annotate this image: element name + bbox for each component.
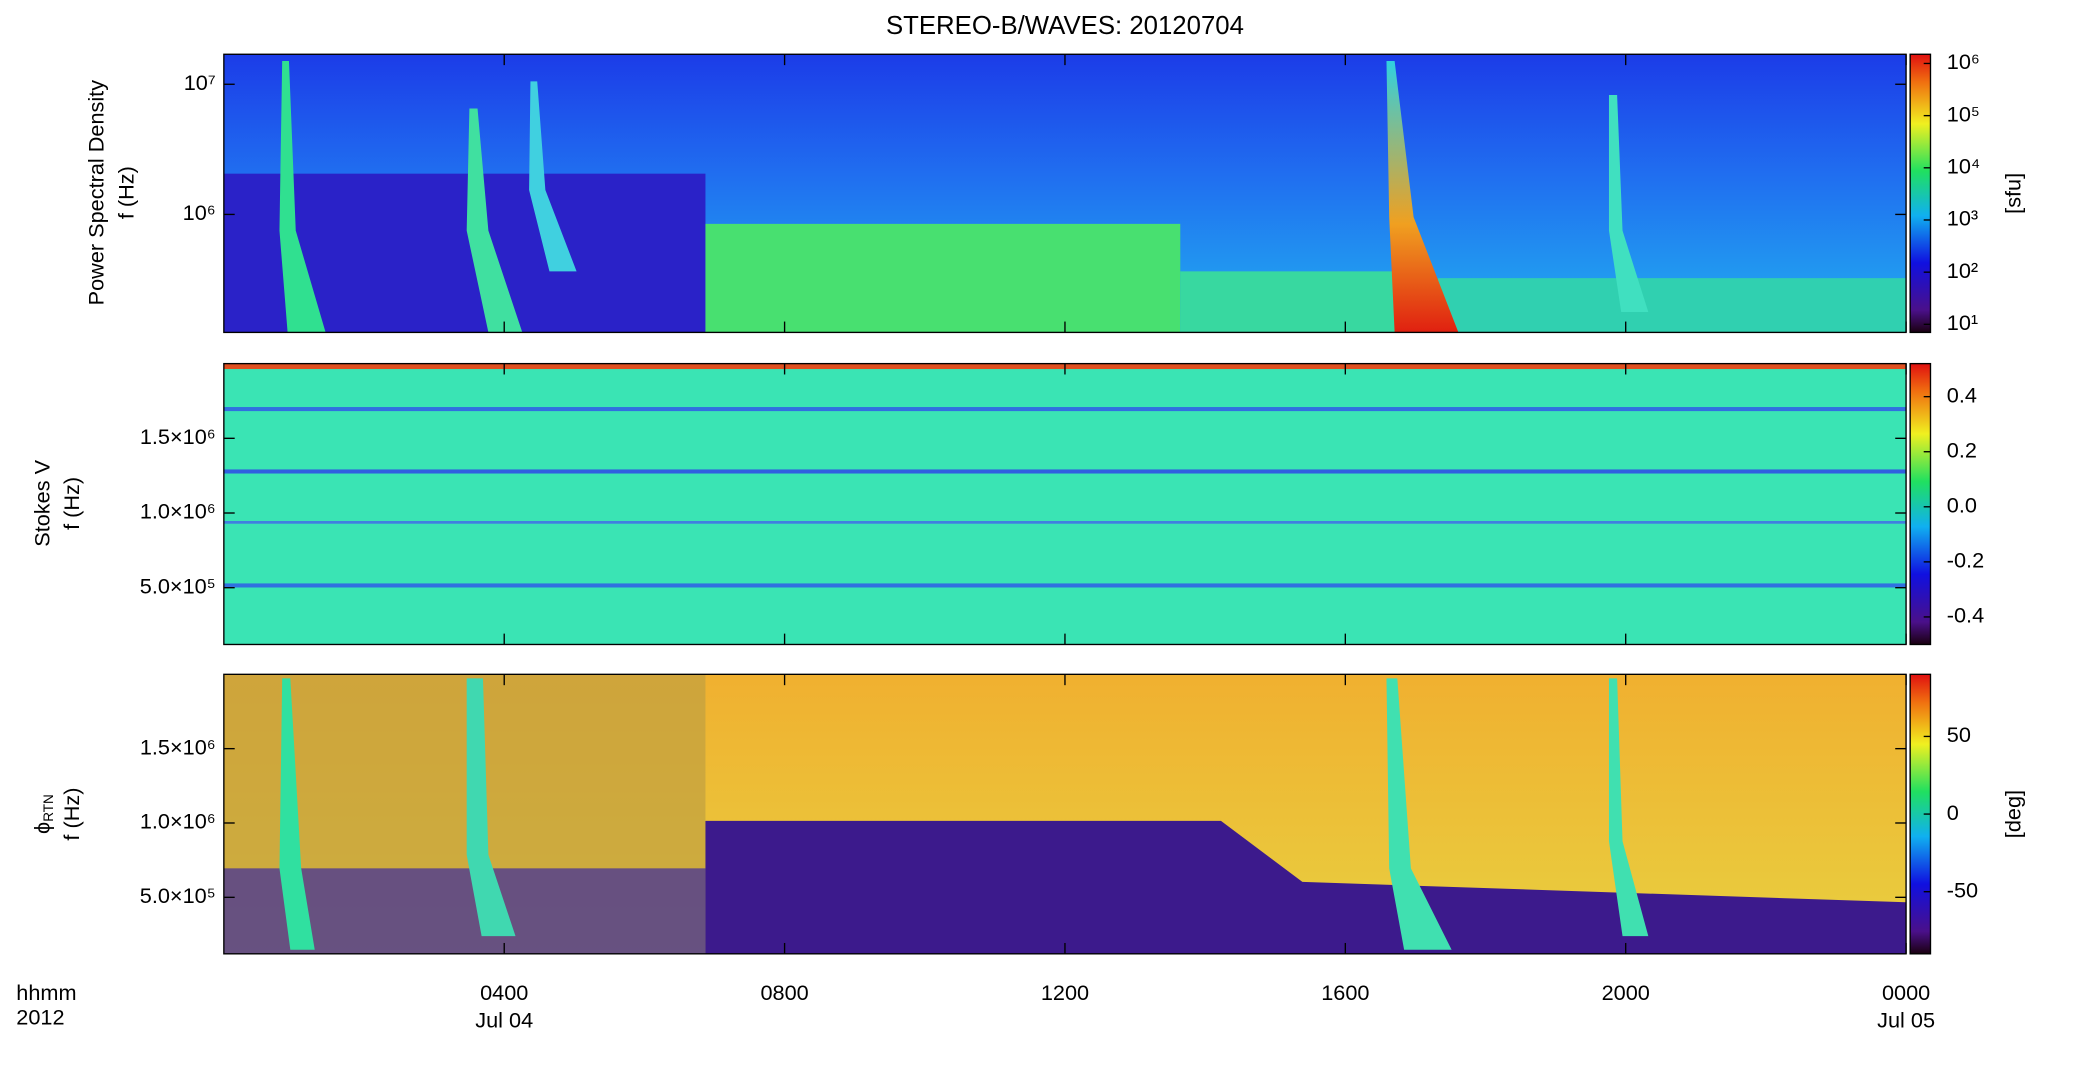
x-axis-label: hhmm bbox=[16, 980, 76, 1005]
y-tick-label: 5.0×10⁵ bbox=[140, 573, 216, 598]
colorbar-tick-label: 10³ bbox=[1947, 206, 1978, 231]
colorbar-tick-label: 0.4 bbox=[1947, 382, 1977, 407]
x-tick-label: 0000 bbox=[1882, 980, 1930, 1005]
colorbar-tick-label: 0.2 bbox=[1947, 437, 1977, 462]
y-axis-label-text: ϕ bbox=[29, 822, 54, 834]
chart-title: STEREO-B/WAVES: 20120704 bbox=[886, 12, 1244, 40]
y-axis-label: ϕRTN bbox=[29, 794, 55, 834]
x-axis-label: 2012 bbox=[16, 1005, 64, 1030]
y-tick-label: 1.5×10⁶ bbox=[140, 734, 216, 759]
y-tick-label: 1.0×10⁶ bbox=[140, 809, 216, 834]
spectrogram-texture bbox=[223, 54, 1907, 954]
x-tick-sublabel: Jul 04 bbox=[475, 1007, 533, 1032]
x-tick-label: 1600 bbox=[1321, 980, 1369, 1005]
y-axis-label-text: Power Spectral Density bbox=[83, 80, 108, 306]
y-axis-label: Stokes V bbox=[29, 459, 54, 546]
x-tick-label: 0800 bbox=[760, 980, 808, 1005]
y-axis-label-text: Stokes V bbox=[29, 459, 54, 546]
colorbar-tick-label: -0.2 bbox=[1947, 548, 1984, 573]
y-tick-label: 10⁶ bbox=[183, 200, 216, 225]
colorbar-label: [deg] bbox=[2000, 790, 2025, 838]
y-tick-label: 1.0×10⁶ bbox=[140, 499, 216, 524]
colorbar-tick-label: 0.0 bbox=[1947, 493, 1977, 518]
y-tick-label: 10⁷ bbox=[184, 70, 216, 95]
y-axis-label-text: f (Hz) bbox=[59, 788, 84, 841]
y-axis-label: f (Hz) bbox=[59, 477, 84, 530]
colorbar-tick-label: 10² bbox=[1947, 258, 1978, 283]
x-tick-label: 0400 bbox=[480, 980, 528, 1005]
y-axis-label-subscript: RTN bbox=[40, 794, 55, 822]
x-tick-sublabel: Jul 05 bbox=[1877, 1007, 1935, 1032]
colorbar-label: [sfu] bbox=[2000, 173, 2025, 214]
colorbar-tick-label: 0 bbox=[1947, 800, 1959, 825]
y-axis-label: Power Spectral Density bbox=[83, 80, 108, 306]
y-tick-label: 1.5×10⁶ bbox=[140, 424, 216, 449]
colorbar-tick-label: 50 bbox=[1947, 722, 1971, 747]
y-axis-label-text: f (Hz) bbox=[59, 477, 84, 530]
colorbar-tick-label: 10⁶ bbox=[1947, 49, 1980, 74]
y-axis-label-text: f (Hz) bbox=[113, 166, 138, 219]
colorbar-tick-label: -0.4 bbox=[1947, 603, 1984, 628]
x-tick-label: 1200 bbox=[1041, 980, 1089, 1005]
y-axis-label: f (Hz) bbox=[113, 166, 138, 219]
colorbar-tick-label: 10⁴ bbox=[1947, 154, 1980, 179]
colorbar bbox=[1909, 362, 1932, 646]
colorbar-tick-label: 10⁵ bbox=[1947, 101, 1980, 126]
colorbar-tick-label: 10¹ bbox=[1947, 310, 1978, 335]
colorbar bbox=[1909, 53, 1932, 334]
colorbar-tick-label: -50 bbox=[1947, 877, 1978, 902]
x-tick-label: 2000 bbox=[1602, 980, 1650, 1005]
y-tick-label: 5.0×10⁵ bbox=[140, 883, 216, 908]
y-axis-label: f (Hz) bbox=[59, 788, 84, 841]
